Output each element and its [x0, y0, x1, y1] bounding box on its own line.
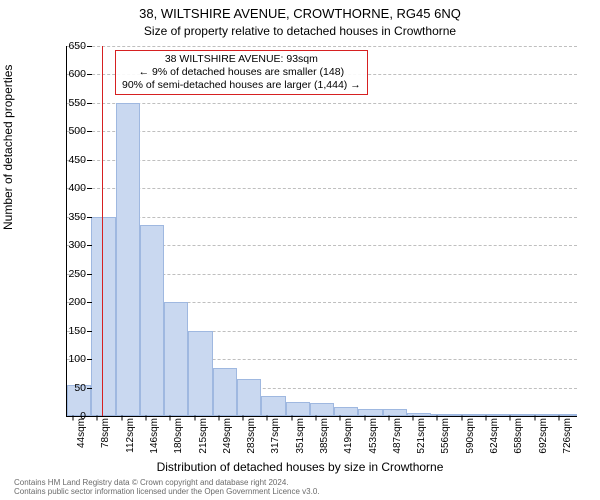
x-tick-label: 317sqm — [270, 418, 281, 464]
histogram-bar — [116, 103, 140, 416]
x-tick-label: 658sqm — [513, 418, 524, 464]
y-tick-label: 600 — [36, 68, 86, 80]
histogram-bar — [553, 414, 577, 416]
histogram-bar — [334, 407, 358, 416]
x-tick-label: 624sqm — [489, 418, 500, 464]
plot-area: 44sqm78sqm112sqm146sqm180sqm215sqm249sqm… — [66, 46, 577, 417]
reference-marker — [102, 46, 103, 416]
chart-subtitle: Size of property relative to detached ho… — [0, 24, 600, 38]
x-tick-label: 78sqm — [100, 418, 111, 464]
histogram-bar — [358, 409, 382, 416]
histogram-bar — [407, 413, 431, 416]
y-tick-label: 0 — [36, 410, 86, 422]
histogram-bar — [456, 414, 480, 416]
x-axis-label: Distribution of detached houses by size … — [0, 460, 600, 474]
x-tick-label: 249sqm — [222, 418, 233, 464]
y-tick-label: 500 — [36, 125, 86, 137]
annotation-line: ← 9% of detached houses are smaller (148… — [122, 66, 361, 79]
histogram-bar — [528, 414, 552, 416]
histogram-bar — [480, 414, 504, 416]
gridline — [67, 160, 577, 161]
x-tick-label: 351sqm — [295, 418, 306, 464]
x-tick-label: 283sqm — [246, 418, 257, 464]
y-tick-label: 100 — [36, 353, 86, 365]
annotation-line: 38 WILTSHIRE AVENUE: 93sqm — [122, 53, 361, 66]
y-tick-label: 550 — [36, 97, 86, 109]
gridline — [67, 188, 577, 189]
x-tick-label: 385sqm — [319, 418, 330, 464]
y-axis-label: Number of detached properties — [1, 65, 15, 230]
y-tick-label: 450 — [36, 154, 86, 166]
y-tick-label: 650 — [36, 40, 86, 52]
x-tick-label: 180sqm — [173, 418, 184, 464]
annotation-line: 90% of semi-detached houses are larger (… — [122, 79, 361, 92]
histogram-bar — [431, 414, 455, 416]
y-tick-label: 300 — [36, 239, 86, 251]
histogram-bar — [213, 368, 237, 416]
histogram-bar — [237, 379, 261, 416]
x-tick-label: 215sqm — [198, 418, 209, 464]
histogram-bar — [140, 225, 164, 416]
histogram-bar — [310, 403, 334, 416]
histogram-bar — [383, 409, 407, 416]
x-tick-label: 590sqm — [465, 418, 476, 464]
footer-line: Contains HM Land Registry data © Crown c… — [14, 478, 320, 487]
gridline — [67, 217, 577, 218]
x-tick-label: 726sqm — [562, 418, 573, 464]
y-tick-label: 350 — [36, 211, 86, 223]
histogram-bar — [164, 302, 188, 416]
gridline — [67, 131, 577, 132]
annotation-box: 38 WILTSHIRE AVENUE: 93sqm ← 9% of detac… — [115, 50, 368, 95]
histogram-chart: 38, WILTSHIRE AVENUE, CROWTHORNE, RG45 6… — [0, 0, 600, 500]
footer-line: Contains public sector information licen… — [14, 487, 320, 496]
x-tick-label: 487sqm — [392, 418, 403, 464]
histogram-bar — [91, 217, 115, 416]
x-tick-label: 112sqm — [125, 418, 136, 464]
histogram-bar — [286, 402, 310, 416]
x-tick-label: 521sqm — [416, 418, 427, 464]
gridline — [67, 46, 577, 47]
x-tick-label: 692sqm — [538, 418, 549, 464]
y-tick-label: 50 — [36, 382, 86, 394]
histogram-bar — [504, 414, 528, 416]
y-tick-label: 250 — [36, 268, 86, 280]
histogram-bar — [188, 331, 212, 416]
x-tick-label: 453sqm — [368, 418, 379, 464]
y-tick-label: 200 — [36, 296, 86, 308]
x-tick-label: 44sqm — [76, 418, 87, 464]
x-tick-label: 146sqm — [149, 418, 160, 464]
footer-attribution: Contains HM Land Registry data © Crown c… — [14, 478, 320, 496]
histogram-bar — [261, 396, 285, 416]
x-tick-label: 556sqm — [440, 418, 451, 464]
gridline — [67, 103, 577, 104]
y-tick-label: 150 — [36, 325, 86, 337]
y-tick-label: 400 — [36, 182, 86, 194]
chart-title: 38, WILTSHIRE AVENUE, CROWTHORNE, RG45 6… — [0, 6, 600, 21]
x-tick-label: 419sqm — [343, 418, 354, 464]
